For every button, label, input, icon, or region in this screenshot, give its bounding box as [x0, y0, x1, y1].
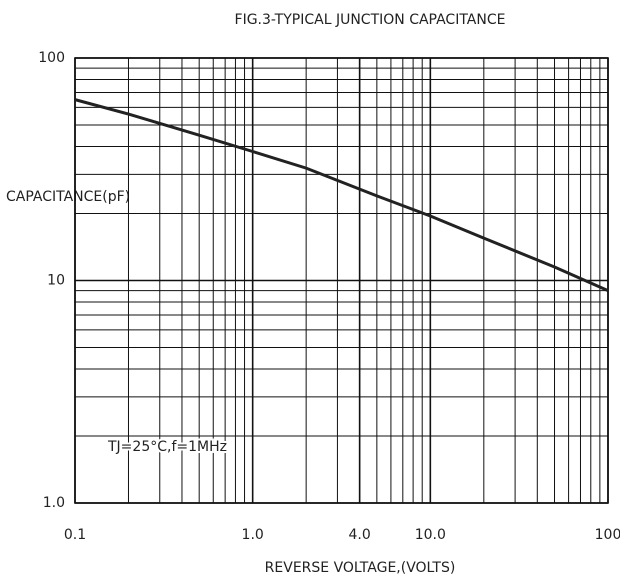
x-axis-label: REVERSE VOLTAGE,(VOLTS) [265, 560, 456, 576]
x-tick-label: 4.0 [348, 527, 370, 543]
data-line [74, 98, 609, 293]
y-tick-label: 10 [47, 273, 65, 289]
y-tick-label: 1.0 [43, 495, 65, 511]
plot-frame [74, 57, 609, 504]
x-tick-label: 100 [595, 527, 620, 543]
x-tick-label: 1.0 [242, 527, 264, 543]
x-tick-label: 10.0 [415, 527, 446, 543]
x-tick-label: 0.1 [64, 527, 86, 543]
y-tick-label: 100 [38, 50, 65, 66]
annotation: TJ=25°C,f=1MHz [107, 439, 227, 455]
chart-title: FIG.3-TYPICAL JUNCTION CAPACITANCE [235, 12, 506, 28]
y-axis-label: CAPACITANCE(pF) [6, 189, 130, 205]
